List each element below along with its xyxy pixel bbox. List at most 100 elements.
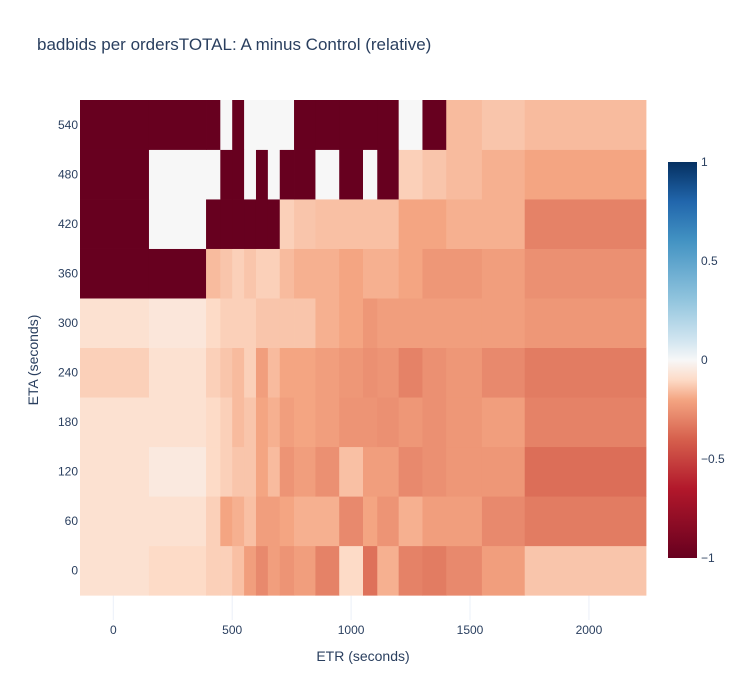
heatmap-cell xyxy=(206,347,221,398)
colorbar-ticks: 1 0.5 0 −0.5 −1 xyxy=(701,155,725,565)
heatmap-cell xyxy=(363,347,378,398)
heatmap-cell xyxy=(422,100,447,150)
heatmap-cell xyxy=(339,248,364,299)
heatmap-cell xyxy=(206,149,221,200)
heatmap-cell xyxy=(220,446,233,497)
heatmap-cell xyxy=(294,100,316,150)
heatmap-cell xyxy=(481,397,526,448)
heatmap-cell xyxy=(279,248,295,299)
heatmap-cell xyxy=(232,545,245,596)
heatmap-cell xyxy=(267,149,281,200)
heatmap-cell xyxy=(267,298,281,349)
heatmap-cell xyxy=(232,347,245,398)
heatmap-cell xyxy=(279,298,295,349)
heatmap-cell xyxy=(398,397,423,448)
heatmap-cell xyxy=(294,199,316,249)
heatmap-cell xyxy=(220,545,233,596)
heatmap-cell xyxy=(446,199,483,249)
heatmap-cell xyxy=(377,298,400,349)
heatmap-cell xyxy=(481,248,526,299)
heatmap-cell xyxy=(267,446,281,497)
heatmap-cell xyxy=(244,199,257,249)
heatmap-cell xyxy=(232,397,245,448)
heatmap-cell xyxy=(398,100,423,150)
y-tick-label: 480 xyxy=(58,167,78,181)
heatmap-cell xyxy=(398,347,423,398)
heatmap-cell xyxy=(294,149,316,200)
heatmap-cell xyxy=(315,199,340,249)
heatmap-cell xyxy=(255,496,269,547)
heatmap-cell xyxy=(255,545,269,596)
heatmap-cell xyxy=(422,298,447,349)
heatmap-cell xyxy=(377,347,400,398)
heatmap-cell xyxy=(377,100,400,150)
heatmap-cell xyxy=(363,496,378,547)
heatmap-cell xyxy=(232,446,245,497)
heatmap-cell xyxy=(148,545,207,596)
heatmap-cell xyxy=(279,496,295,547)
heatmap-cell xyxy=(206,397,221,448)
heatmap-cell xyxy=(524,298,647,349)
heatmap-cell xyxy=(398,446,423,497)
heatmap-cell xyxy=(398,149,423,200)
heatmap-cell xyxy=(339,199,364,249)
heatmap-cell xyxy=(255,199,269,249)
heatmap-cell xyxy=(255,446,269,497)
heatmap-cell xyxy=(377,149,400,200)
heatmap-cell xyxy=(206,298,221,349)
y-axis-ticks: 0 60 120 180 240 300 360 420 480 540 xyxy=(58,118,78,578)
heatmap-cell xyxy=(220,496,233,547)
heatmap-cell xyxy=(206,199,221,249)
heatmap-cell xyxy=(267,545,281,596)
y-tick-label: 300 xyxy=(58,316,78,330)
x-tick-label: 1000 xyxy=(338,623,365,637)
heatmap-cell xyxy=(279,397,295,448)
heatmap-cell xyxy=(220,298,233,349)
heatmap-cell xyxy=(363,149,378,200)
heatmap-cell xyxy=(446,248,483,299)
heatmap-cell xyxy=(524,347,647,398)
heatmap-cell xyxy=(481,298,526,349)
heatmap-cell xyxy=(339,298,364,349)
heatmap-cell xyxy=(363,100,378,150)
heatmap-cell xyxy=(315,347,340,398)
heatmap-cell xyxy=(244,496,257,547)
heatmap-cell xyxy=(244,397,257,448)
heatmap-cell xyxy=(244,347,257,398)
heatmap-cell xyxy=(446,298,483,349)
heatmap-cell xyxy=(267,397,281,448)
heatmap-cell xyxy=(524,199,647,249)
x-tick-label: 0 xyxy=(110,623,117,637)
heatmap-cell xyxy=(80,496,150,547)
heatmap-cell xyxy=(148,496,207,547)
heatmap-cell xyxy=(294,397,316,448)
heatmap-cell xyxy=(267,347,281,398)
heatmap-cell xyxy=(398,298,423,349)
heatmap-cell xyxy=(481,199,526,249)
chart-title: badbids per ordersTOTAL: A minus Control… xyxy=(37,35,431,54)
y-tick-label: 360 xyxy=(58,266,78,280)
heatmap-cell xyxy=(524,149,647,200)
heatmap-cell xyxy=(398,199,423,249)
heatmap-cell xyxy=(422,149,447,200)
heatmap-cell xyxy=(244,248,257,299)
heatmap-cell xyxy=(148,446,207,497)
heatmap-cell xyxy=(481,149,526,200)
heatmap-cell xyxy=(422,248,447,299)
heatmap-cell xyxy=(80,347,150,398)
heatmap-cell xyxy=(294,347,316,398)
heatmap-cell xyxy=(524,397,647,448)
y-tick-label: 60 xyxy=(65,514,79,528)
heatmap-cell xyxy=(398,248,423,299)
heatmap-cell xyxy=(220,100,233,150)
heatmap-cell xyxy=(481,496,526,547)
heatmap-cell xyxy=(422,496,447,547)
heatmap-cell xyxy=(398,496,423,547)
heatmap-cell xyxy=(244,298,257,349)
heatmap-cell xyxy=(148,248,207,299)
heatmap-cell xyxy=(377,496,400,547)
heatmap-cell xyxy=(279,347,295,398)
heatmap-cell xyxy=(315,496,340,547)
heatmap-cell xyxy=(220,347,233,398)
